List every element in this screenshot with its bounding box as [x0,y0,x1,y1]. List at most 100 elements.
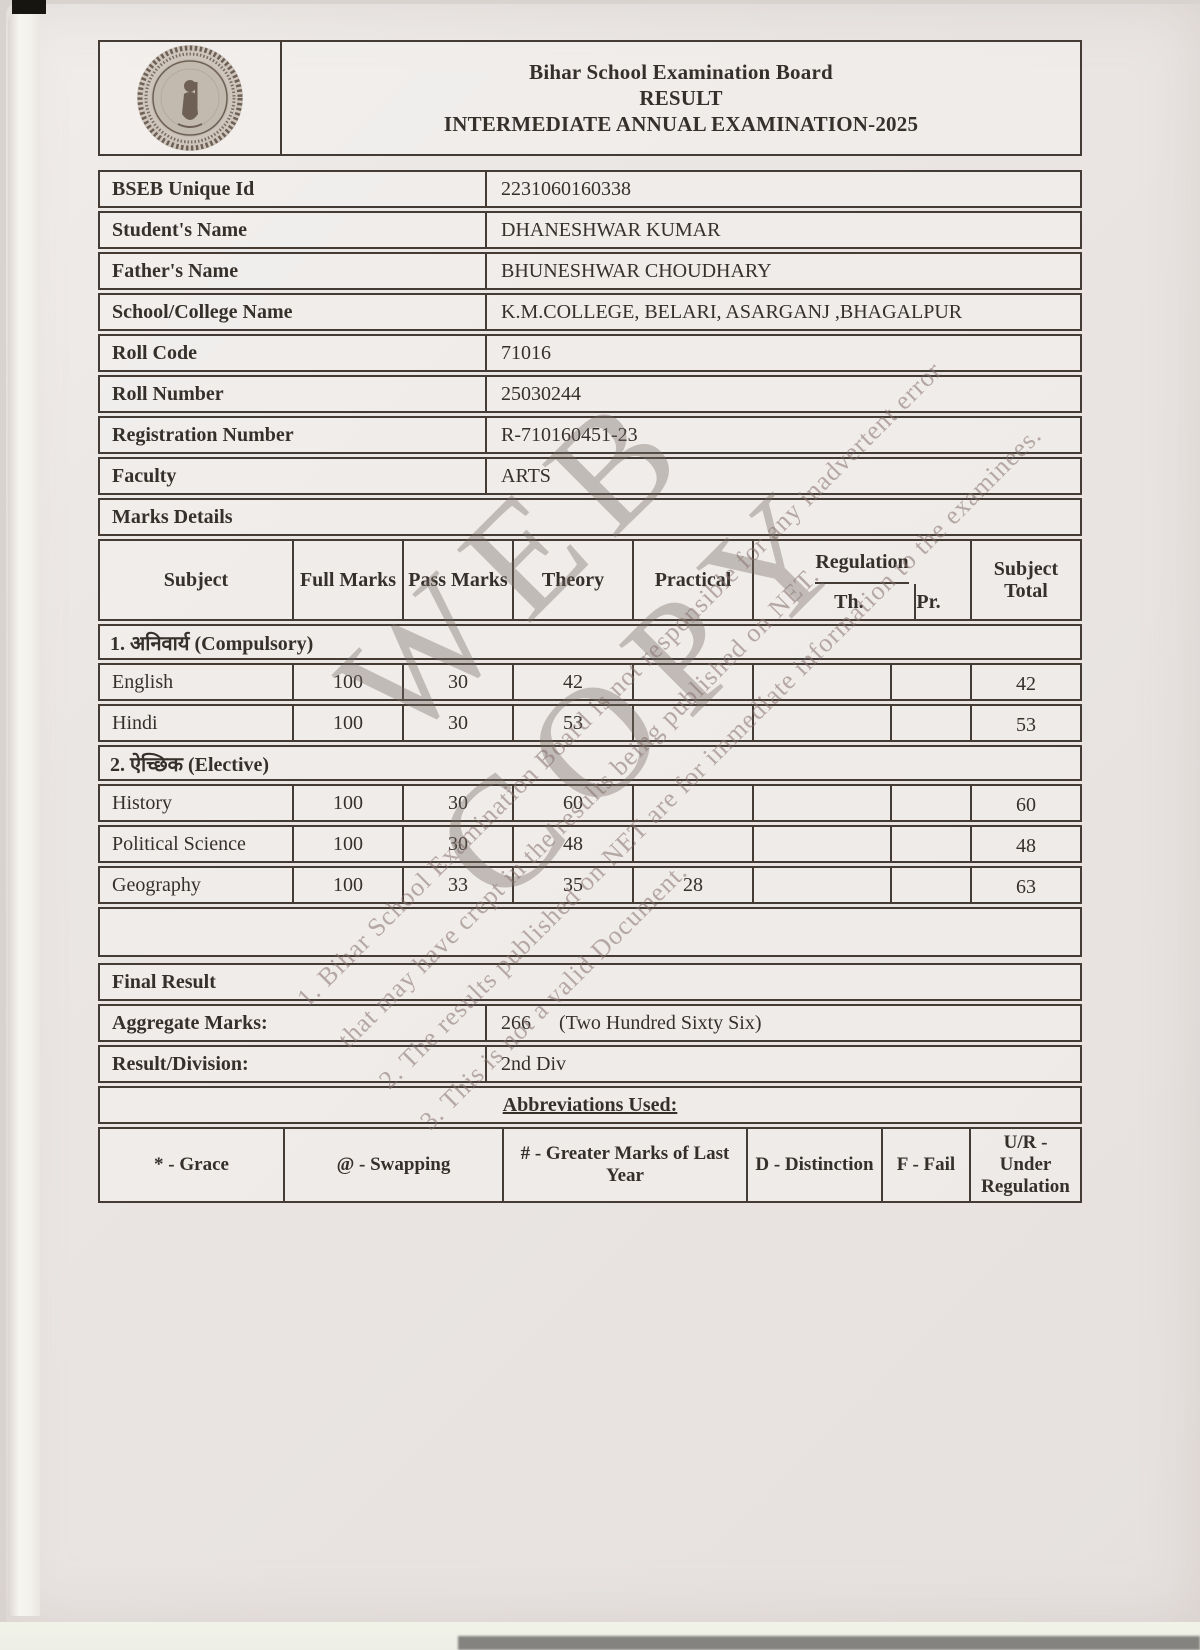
cell-reg-pr [890,827,970,861]
cell-pass-marks: 30 [402,706,512,740]
cell-practical [632,665,752,699]
cell-subject: Hindi [112,711,158,734]
detail-label: Roll Code [112,341,197,364]
col-header-regulation-group: Regulation Th. Pr. [752,541,970,619]
abbrev-fail: F - Fail [881,1129,969,1201]
division-label: Result/Division: [112,1052,249,1075]
cell-full-marks: 100 [292,827,402,861]
cell-pass-marks: 30 [402,786,512,820]
cell-theory: 53 [512,706,632,740]
cell-subject: Geography [112,873,201,896]
cell-theory: 42 [512,665,632,699]
aggregate-marks-row: Aggregate Marks: 266 (Two Hundred Sixty … [98,1004,1082,1042]
cell-subject-total: 48 [970,827,1080,861]
empty-row [98,907,1082,957]
abbreviations-title: Abbreviations Used: [502,1093,678,1116]
bseb-seal-icon [137,45,243,151]
cell-reg-pr [890,868,970,902]
cell-practical [632,827,752,861]
cell-reg-th [752,706,890,740]
cell-pass-marks: 30 [402,827,512,861]
cell-subject: English [112,670,174,693]
detail-value: BHUNESHWAR CHOUDHARY [485,254,1080,288]
paper-left-edge [8,10,40,1616]
detail-label: Roll Number [112,382,224,405]
marks-row-geography: Geography 100 33 35 28 63 [98,866,1082,904]
detail-value: 25030244 [485,377,1080,411]
detail-row-unique-id: BSEB Unique Id 2231060160338 [98,170,1082,208]
cell-subject: Political Science [112,832,246,855]
cell-full-marks: 100 [292,786,402,820]
result-division-row: Result/Division: 2nd Div [98,1045,1082,1083]
detail-label: Registration Number [112,423,294,446]
col-header-subject-total: Subject Total [970,541,1080,619]
detail-label: School/College Name [112,300,293,323]
marks-row-english: English 100 30 42 42 [98,663,1082,701]
detail-label: BSEB Unique Id [112,177,255,200]
detail-value: K.M.COLLEGE, BELARI, ASARGANJ ,BHAGALPUR [485,295,1080,329]
col-header-pass-marks: Pass Marks [402,541,512,619]
detail-row-registration: Registration Number R-710160451-23 [98,416,1082,454]
marks-row-political-science: Political Science 100 30 48 48 [98,825,1082,863]
detail-label: Father's Name [112,259,239,282]
marks-table-header: Subject Full Marks Pass Marks Theory Pra… [98,539,1082,621]
abbreviations-table: * - Grace @ - Swapping # - Greater Marks… [98,1127,1082,1203]
cell-theory: 60 [512,786,632,820]
col-header-theory: Theory [512,541,632,619]
abbrev-distinction: D - Distinction [746,1129,881,1201]
marks-row-history: History 100 30 60 60 [98,784,1082,822]
detail-value: R-710160451-23 [485,418,1080,452]
header: Bihar School Examination Board RESULT IN… [98,40,1082,156]
cell-reg-th [752,665,890,699]
scan-bottom-shadow [458,1636,1200,1650]
logo-cell [100,42,282,154]
exam-name: INTERMEDIATE ANNUAL EXAMINATION-2025 [443,112,919,136]
aggregate-label: Aggregate Marks: [112,1011,268,1034]
cell-reg-pr [890,665,970,699]
cell-pass-marks: 33 [402,868,512,902]
section-compulsory: 1. अनिवार्य (Compulsory) [98,624,1082,660]
detail-row-father-name: Father's Name BHUNESHWAR CHOUDHARY [98,252,1082,290]
col-header-subject: Subject [163,569,229,591]
abbrev-swapping: @ - Swapping [283,1129,502,1201]
marks-details-band: Marks Details [98,498,1082,536]
cell-reg-pr [890,706,970,740]
final-result-band: Final Result [98,963,1082,1001]
detail-label: Student's Name [112,218,248,241]
cell-practical [632,706,752,740]
cell-practical [632,786,752,820]
detail-row-school: School/College Name K.M.COLLEGE, BELARI,… [98,293,1082,331]
paper-sheet [6,4,1200,1622]
cell-reg-th [752,868,890,902]
col-header-reg-th: Th. [783,584,917,619]
section-elective: 2. ऐच्छिक (Elective) [98,745,1082,781]
marks-row-hindi: Hindi 100 30 53 53 [98,704,1082,742]
cell-subject-total: 42 [970,665,1080,699]
detail-value: DHANESHWAR KUMAR [485,213,1080,247]
aggregate-number: 266 [501,1011,531,1034]
division-value: 2nd Div [485,1047,1080,1081]
cell-full-marks: 100 [292,706,402,740]
cell-pass-marks: 30 [402,665,512,699]
abbreviations-title-band: Abbreviations Used: [98,1086,1082,1124]
detail-row-faculty: Faculty ARTS [98,457,1082,495]
aggregate-words: (Two Hundred Sixty Six) [559,1011,762,1034]
col-header-full-marks: Full Marks [292,541,402,619]
detail-row-student-name: Student's Name DHANESHWAR KUMAR [98,211,1082,249]
cell-subject-total: 63 [970,868,1080,902]
col-header-reg-pr: Pr. [916,590,941,613]
cell-subject: History [112,791,172,814]
cell-theory: 48 [512,827,632,861]
header-title: Bihar School Examination Board RESULT IN… [282,42,1080,154]
cell-theory: 35 [512,868,632,902]
cell-subject-total: 53 [970,706,1080,740]
abbrev-grace: * - Grace [154,1154,229,1175]
detail-value: 71016 [485,336,1080,370]
detail-value: 2231060160338 [485,172,1080,206]
cell-full-marks: 100 [292,665,402,699]
cell-reg-th [752,827,890,861]
result-label: RESULT [639,86,723,110]
cell-subject-total: 60 [970,786,1080,820]
board-name: Bihar School Examination Board [529,60,833,84]
cell-reg-pr [890,786,970,820]
